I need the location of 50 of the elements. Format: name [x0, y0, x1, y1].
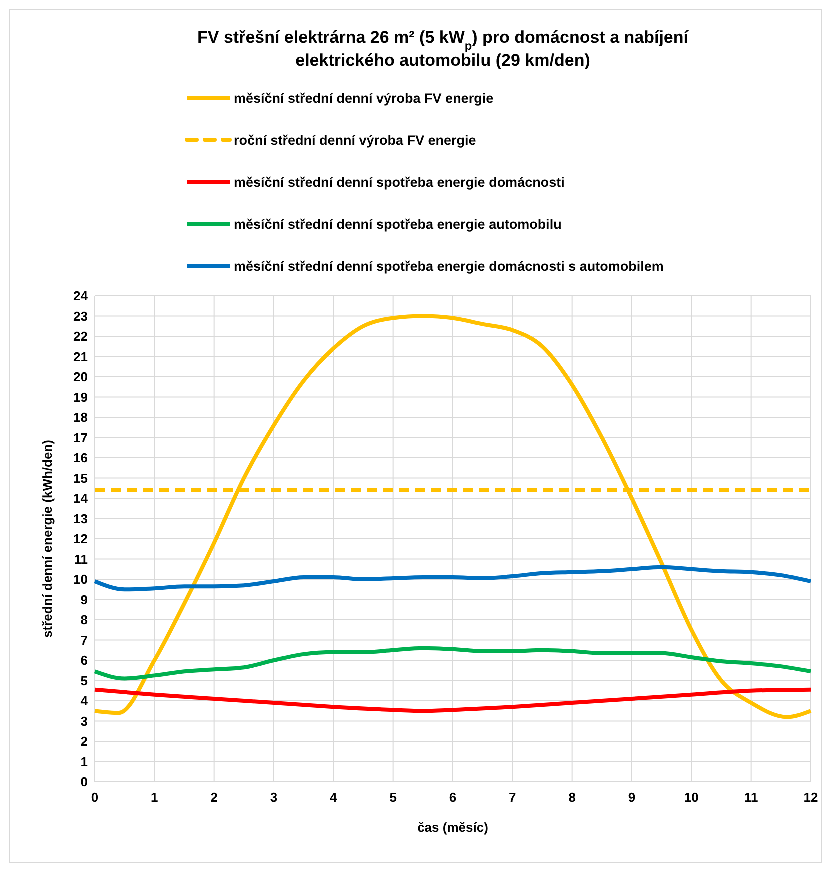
chart-title: FV střešní elektrárna 26 m² (5 kW$_{p}$) pro domácnost a nabíjení elektrického automobilu (29 km/den) [198, 28, 690, 70]
y-axis-title: střední denní energie (kWh/den) [40, 440, 55, 638]
y-tick-label: 18 [74, 410, 88, 426]
y-tick-label: 11 [74, 552, 88, 567]
x-tick-label: 7 [509, 790, 516, 805]
x-axis-title: čas (měsíc) [418, 820, 488, 835]
y-tick-label: 8 [80, 612, 88, 628]
y-tick-label: 2 [80, 734, 88, 750]
x-tick-label: 11 [744, 790, 758, 805]
y-tick-label: 7 [80, 632, 88, 648]
x-tick-label: 10 [684, 790, 699, 805]
line-series [93, 565, 813, 592]
line-series [93, 314, 813, 720]
legend-label: měsíční střední denní spotřeba energie automobilu [234, 217, 562, 232]
legend-label: roční střední denní výroba FV energie [234, 133, 477, 148]
y-tick-label: 15 [74, 470, 88, 486]
y-tick-label: 10 [74, 572, 88, 588]
line-series [93, 688, 813, 714]
y-tick-label: 3 [80, 714, 88, 729]
y-tick-label: 14 [74, 491, 89, 506]
legend-label: měsíční střední denní spotřeba energie domácnosti [234, 175, 565, 190]
x-tick-label: 3 [270, 790, 278, 805]
y-tick-label: 5 [80, 673, 88, 688]
x-tick-label: 0 [91, 790, 99, 805]
y-tick-label: 13 [74, 511, 88, 526]
x-tick-label: 1 [151, 790, 158, 805]
y-tick-label: 16 [74, 450, 88, 466]
y-tick-label: 17 [74, 430, 88, 446]
y-tick-label: 0 [80, 774, 88, 790]
y-tick-label: 20 [74, 370, 88, 385]
x-tick-label: 8 [568, 790, 576, 805]
x-tick-label: 4 [330, 790, 338, 805]
line-series [93, 646, 813, 681]
x-tick-label: 5 [390, 790, 397, 805]
legend-label: měsíční střední denní spotřeba energie domácnosti s automobilem [234, 259, 664, 274]
x-tick-label: 12 [804, 790, 818, 805]
y-tick-label: 9 [80, 592, 88, 608]
x-tick-label: 9 [628, 790, 636, 805]
x-tick-label: 2 [210, 790, 218, 805]
y-tick-label: 23 [74, 308, 88, 324]
x-tick-label: 6 [449, 790, 457, 805]
y-tick-label: 4 [80, 694, 89, 709]
legend-label: měsíční střední denní výroba FV energie [234, 91, 494, 106]
y-tick-label: 21 [74, 349, 88, 364]
y-tick-label: 24 [74, 288, 89, 304]
y-tick-label: 12 [74, 532, 88, 547]
y-tick-label: 19 [74, 390, 88, 405]
y-tick-label: 6 [80, 653, 88, 668]
y-tick-label: 22 [74, 329, 88, 344]
y-tick-label: 1 [80, 754, 88, 770]
